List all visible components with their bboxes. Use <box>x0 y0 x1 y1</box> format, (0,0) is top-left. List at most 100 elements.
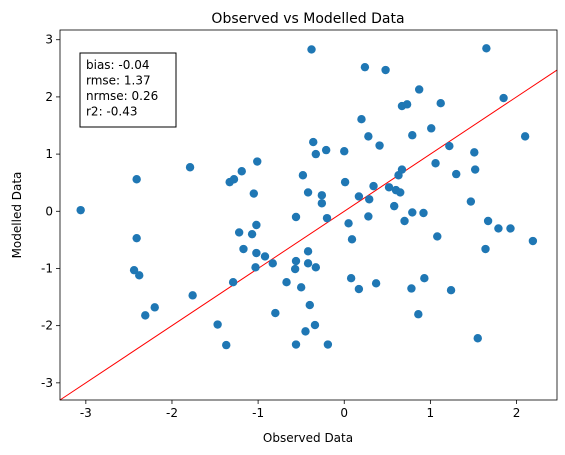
point <box>347 235 357 244</box>
x-tick-label: -2 <box>166 406 178 420</box>
y-tick-label: 2 <box>45 90 53 104</box>
annotation-box <box>79 52 177 128</box>
point <box>323 340 333 349</box>
x-axis-label: Observed Data <box>263 431 353 445</box>
point <box>291 256 301 266</box>
point <box>317 199 327 208</box>
point <box>364 132 373 141</box>
point <box>419 208 428 218</box>
annotation-line: rmse: 1.37 <box>86 74 151 88</box>
x-tick-label: -1 <box>252 406 264 420</box>
point <box>309 137 318 147</box>
point <box>390 201 399 211</box>
point <box>322 213 332 223</box>
point <box>290 264 300 274</box>
point <box>282 277 291 287</box>
chart-title: Observed vs Modelled Data <box>211 11 404 27</box>
point <box>384 183 394 192</box>
point <box>317 191 327 200</box>
point <box>307 45 316 54</box>
point <box>344 219 353 228</box>
point <box>291 340 301 349</box>
point <box>407 284 416 293</box>
point <box>185 163 195 172</box>
point <box>482 44 491 53</box>
point <box>427 124 436 133</box>
point <box>132 233 141 243</box>
y-tick-label: -3 <box>41 376 53 390</box>
point <box>321 145 331 155</box>
point <box>446 286 456 295</box>
point <box>470 148 479 157</box>
point <box>499 93 508 103</box>
point <box>396 188 405 197</box>
x-tick-label: 0 <box>340 406 348 420</box>
y-tick-label: -1 <box>41 261 53 275</box>
point <box>452 169 461 179</box>
point <box>129 265 139 275</box>
point <box>365 195 374 204</box>
point <box>291 212 301 222</box>
point <box>528 236 538 246</box>
point <box>402 100 412 109</box>
point <box>310 320 320 330</box>
point <box>228 277 238 287</box>
point <box>311 263 321 272</box>
point <box>311 149 321 159</box>
point <box>381 65 390 75</box>
x-tick-label: -3 <box>80 406 92 420</box>
point <box>271 308 280 318</box>
point <box>132 175 141 184</box>
point <box>340 147 349 156</box>
point <box>375 141 384 150</box>
point <box>222 340 231 350</box>
y-tick-label: 3 <box>45 33 53 47</box>
point <box>252 248 261 258</box>
point <box>188 291 197 300</box>
point <box>360 62 370 72</box>
point <box>303 188 313 197</box>
point <box>268 259 277 268</box>
annotation-line: bias: -0.04 <box>86 58 149 72</box>
point <box>252 220 261 230</box>
point <box>301 327 310 336</box>
point <box>346 273 356 283</box>
point <box>357 115 366 124</box>
point <box>408 208 417 217</box>
point <box>420 273 429 283</box>
annotation-line: nrmse: 0.26 <box>86 89 158 103</box>
annotation-line: r2: -0.43 <box>86 105 137 119</box>
point <box>494 224 503 233</box>
point <box>298 171 308 180</box>
point <box>239 244 248 254</box>
point <box>237 167 246 176</box>
y-tick-label: 1 <box>45 147 53 161</box>
point <box>303 247 313 256</box>
point <box>213 320 222 329</box>
point <box>466 197 476 206</box>
point <box>445 141 454 151</box>
point <box>506 224 515 233</box>
point <box>400 216 409 226</box>
point <box>150 303 159 312</box>
point <box>354 192 364 201</box>
point <box>296 283 306 292</box>
point <box>431 159 440 168</box>
point <box>364 212 373 221</box>
point <box>473 334 482 343</box>
point <box>397 165 407 174</box>
point <box>141 311 150 320</box>
point <box>470 165 480 174</box>
x-tick-label: 2 <box>513 406 521 420</box>
point <box>260 252 270 261</box>
point <box>305 300 314 310</box>
point <box>249 189 259 198</box>
point <box>483 216 493 226</box>
plot-frame <box>59 29 558 401</box>
point <box>414 85 424 94</box>
point <box>481 244 490 254</box>
x-tick-label: 1 <box>427 406 435 420</box>
point <box>253 157 262 166</box>
point <box>408 131 417 140</box>
